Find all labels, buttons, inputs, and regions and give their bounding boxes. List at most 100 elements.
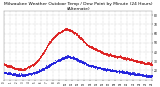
Point bbox=[4, 64, 7, 65]
Point bbox=[80, 61, 83, 62]
Point bbox=[147, 62, 149, 64]
Point bbox=[7, 73, 10, 74]
Point bbox=[46, 66, 48, 67]
Point bbox=[102, 52, 105, 53]
Point bbox=[119, 70, 122, 72]
Point bbox=[85, 43, 88, 45]
Point bbox=[75, 57, 77, 59]
Point bbox=[79, 61, 81, 62]
Point bbox=[45, 67, 47, 68]
Point bbox=[69, 30, 72, 31]
Point bbox=[20, 73, 22, 74]
Point bbox=[70, 29, 72, 31]
Point bbox=[123, 71, 125, 73]
Point bbox=[148, 62, 150, 64]
Point bbox=[3, 72, 6, 73]
Point bbox=[67, 56, 69, 58]
Point bbox=[86, 64, 88, 65]
Point bbox=[148, 75, 151, 76]
Point bbox=[78, 60, 80, 61]
Point bbox=[117, 56, 120, 57]
Point bbox=[94, 49, 97, 50]
Point bbox=[8, 64, 10, 65]
Point bbox=[99, 67, 101, 68]
Point bbox=[58, 32, 60, 33]
Point bbox=[44, 49, 46, 50]
Point bbox=[12, 67, 14, 68]
Point bbox=[55, 60, 57, 62]
Point bbox=[87, 64, 90, 66]
Point bbox=[57, 32, 59, 34]
Point bbox=[149, 75, 151, 76]
Point bbox=[17, 74, 19, 75]
Point bbox=[46, 45, 49, 46]
Point bbox=[73, 57, 76, 59]
Point bbox=[140, 62, 142, 63]
Point bbox=[133, 73, 136, 75]
Point bbox=[49, 41, 52, 42]
Point bbox=[72, 31, 74, 32]
Point bbox=[28, 65, 31, 66]
Point bbox=[9, 73, 11, 74]
Point bbox=[127, 72, 130, 73]
Point bbox=[102, 52, 104, 53]
Point bbox=[121, 58, 124, 59]
Point bbox=[110, 54, 113, 56]
Point bbox=[51, 62, 54, 64]
Point bbox=[9, 66, 12, 68]
Point bbox=[24, 74, 26, 75]
Point bbox=[112, 70, 114, 71]
Point bbox=[105, 53, 108, 54]
Point bbox=[64, 57, 67, 58]
Point bbox=[98, 51, 100, 52]
Point bbox=[5, 64, 8, 66]
Point bbox=[31, 73, 33, 74]
Point bbox=[129, 58, 132, 59]
Point bbox=[47, 44, 49, 45]
Point bbox=[104, 53, 106, 55]
Point bbox=[58, 60, 60, 62]
Point bbox=[144, 62, 146, 64]
Point bbox=[74, 32, 76, 33]
Point bbox=[138, 61, 141, 63]
Point bbox=[78, 36, 81, 37]
Point bbox=[20, 69, 22, 70]
Point bbox=[40, 55, 42, 57]
Point bbox=[82, 61, 84, 62]
Point bbox=[124, 57, 127, 59]
Point bbox=[43, 68, 46, 69]
Point bbox=[84, 41, 87, 43]
Point bbox=[106, 69, 109, 70]
Point bbox=[87, 64, 89, 65]
Point bbox=[39, 57, 41, 58]
Point bbox=[121, 70, 123, 71]
Point bbox=[140, 62, 143, 63]
Point bbox=[68, 29, 70, 31]
Point bbox=[30, 74, 32, 75]
Point bbox=[36, 60, 39, 61]
Point bbox=[30, 72, 33, 74]
Point bbox=[24, 67, 26, 69]
Point bbox=[100, 68, 103, 69]
Point bbox=[99, 67, 102, 68]
Point bbox=[136, 73, 138, 74]
Point bbox=[138, 60, 140, 61]
Point bbox=[66, 28, 68, 29]
Point bbox=[136, 74, 139, 75]
Point bbox=[96, 67, 98, 69]
Point bbox=[113, 55, 115, 57]
Point bbox=[149, 64, 152, 65]
Point bbox=[88, 65, 90, 66]
Point bbox=[140, 74, 143, 75]
Point bbox=[90, 64, 93, 66]
Point bbox=[144, 74, 146, 75]
Point bbox=[110, 55, 113, 56]
Point bbox=[3, 64, 6, 65]
Point bbox=[43, 68, 45, 69]
Point bbox=[81, 39, 84, 40]
Point bbox=[38, 70, 40, 72]
Point bbox=[132, 73, 134, 74]
Point bbox=[114, 56, 117, 57]
Point bbox=[26, 73, 28, 75]
Point bbox=[147, 76, 149, 77]
